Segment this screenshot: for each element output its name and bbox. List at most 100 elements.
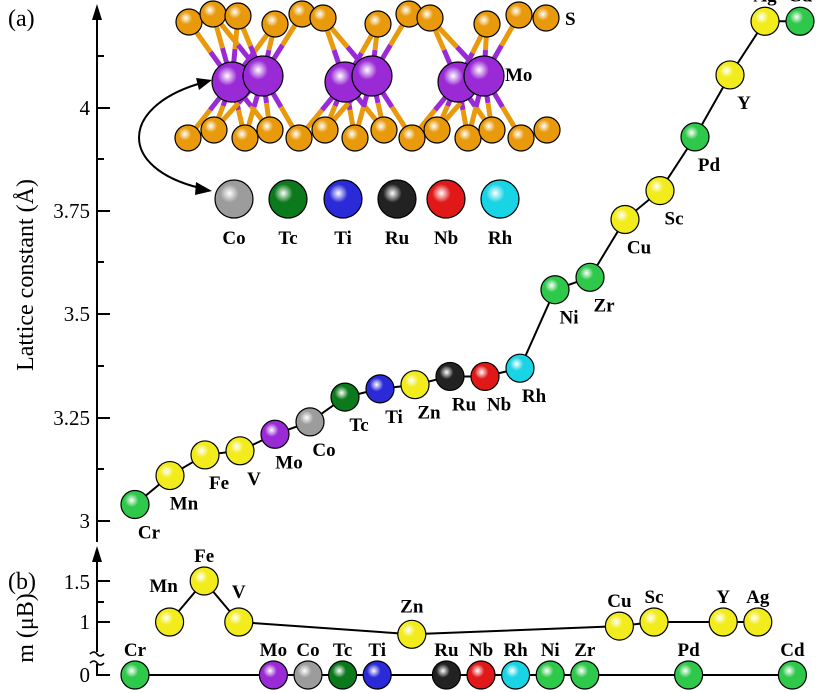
point-label-b-fe: Fe	[194, 546, 214, 567]
marker-b-sc	[639, 607, 669, 637]
point-label-b-cu: Cu	[607, 591, 632, 612]
dopant-tc	[268, 179, 308, 219]
point-label-a-zn: Zn	[417, 403, 441, 424]
marker-a-pd	[680, 122, 710, 152]
point-label-a-mo: Mo	[275, 452, 302, 473]
marker-a-mo	[260, 419, 290, 449]
point-label-b-co: Co	[296, 640, 319, 661]
ytick-a-2: 3.5	[64, 302, 90, 326]
structure-inset: S Mo Co Tc Ti Ru Nb Rh	[138, 0, 576, 249]
marker-b-ru	[431, 660, 461, 690]
point-label-a-ru: Ru	[452, 394, 477, 415]
marker-b-pd	[673, 660, 704, 690]
point-label-a-sc: Sc	[665, 209, 684, 230]
point-label-b-zr: Zr	[574, 640, 596, 661]
marker-a-sc	[645, 176, 675, 206]
inset-s-top-0	[175, 8, 203, 36]
inset-s-bottom-9	[423, 116, 451, 144]
panel-a-yticks: 3 3.25 3.5 3.75 4	[53, 96, 90, 533]
dopant-ru	[377, 179, 417, 219]
marker-a-nb	[470, 361, 500, 392]
marker-b-cu	[604, 611, 635, 641]
marker-a-tc	[330, 382, 360, 412]
inset-s-bottom-7	[370, 116, 398, 144]
inset-s-bottom-5	[311, 116, 339, 144]
point-label-a-co: Co	[312, 440, 335, 461]
panel-label-a: (a)	[8, 6, 35, 32]
point-label-a-fe: Fe	[209, 473, 229, 494]
point-label-a-ni: Ni	[560, 308, 579, 329]
point-label-a-tc: Tc	[349, 415, 368, 436]
dopant-nb	[426, 179, 466, 219]
point-label-b-ru: Ru	[434, 640, 459, 661]
inset-s-bottom-2	[231, 124, 259, 152]
marker-a-mn	[155, 460, 185, 491]
marker-b-v	[224, 607, 254, 637]
arrowhead-bottom-icon	[195, 182, 212, 195]
plot-a: Cr Mn Fe V Mo Co Tc Ti Zn Ru Nb Rh Ni Zr Cu Sc Pd Y Ag Cd	[120, 0, 815, 543]
point-label-a-cr: Cr	[138, 522, 161, 543]
dopant-label-tc: Tc	[278, 228, 297, 249]
ytick-a-3: 3.75	[53, 199, 90, 223]
marker-a-zn	[400, 370, 430, 400]
marker-a-cr	[120, 489, 150, 520]
marker-a-cu	[610, 204, 640, 235]
point-label-b-ti: Ti	[368, 640, 386, 661]
dopant-rh	[480, 179, 520, 219]
panel-b-axis	[89, 546, 110, 676]
y-axis-label-a: Lattice constant (Å)	[13, 179, 39, 371]
point-label-a-rh: Rh	[522, 386, 547, 407]
point-label-b-cr: Cr	[124, 640, 147, 661]
dopant-label-ti: Ti	[334, 228, 352, 249]
ytick-b-0: 0	[80, 663, 91, 687]
point-label-a-nb: Nb	[487, 394, 511, 415]
panel-label-b: (b)	[8, 569, 36, 595]
arrow-icon	[138, 83, 201, 189]
arrowhead-top-icon	[196, 78, 212, 90]
marker-b-ti	[362, 660, 392, 690]
ytick-b-2: 1.5	[64, 570, 90, 594]
inset-s-bottom-10	[454, 124, 482, 152]
inset-s-top-3	[261, 10, 289, 38]
marker-a-co	[295, 407, 325, 437]
point-label-b-ag: Ag	[746, 587, 770, 608]
inset-s-top-2	[224, 2, 252, 30]
inset-s-top-6	[364, 10, 392, 38]
marker-a-fe	[190, 440, 220, 470]
point-label-a-v: V	[247, 469, 261, 490]
point-label-b-v: V	[232, 582, 246, 603]
marker-b-cd	[777, 660, 808, 690]
point-label-a-pd: Pd	[698, 155, 721, 176]
ytick-a-1: 3.25	[53, 406, 90, 430]
point-label-a-cu: Cu	[627, 238, 652, 259]
inset-s-top-10	[505, 1, 533, 29]
point-label-b-tc: Tc	[333, 640, 352, 661]
inset-label-mo: Mo	[505, 65, 532, 86]
panel-b-yticks: 0 1 1.5	[64, 570, 90, 687]
inset-s-top-9	[473, 10, 501, 38]
marker-a-v	[225, 436, 255, 466]
point-label-b-sc: Sc	[645, 587, 664, 608]
dopant-co	[214, 179, 254, 219]
inset-s-bottom-0	[174, 124, 202, 152]
point-label-a-zr: Zr	[593, 295, 615, 316]
point-label-b-y: Y	[716, 587, 730, 608]
inset-s-bottom-13	[533, 116, 561, 144]
inset-s-bottom-12	[507, 124, 535, 152]
dopant-label-rh: Rh	[488, 228, 513, 249]
marker-a-y	[715, 60, 745, 90]
marker-a-rh	[505, 353, 535, 383]
ytick-b-1: 1	[80, 610, 91, 634]
dopant-label-ru: Ru	[385, 228, 410, 249]
series-line-b	[168, 579, 758, 636]
point-label-a-ti: Ti	[385, 407, 403, 428]
inset-s-bottom-6	[341, 124, 369, 152]
marker-b-y	[708, 607, 738, 637]
point-label-b-mo: Mo	[260, 640, 287, 661]
marker-b-ni	[535, 660, 565, 690]
dopant-label-co: Co	[222, 228, 245, 249]
marker-b-cr	[120, 660, 150, 690]
point-label-b-pd: Pd	[678, 640, 701, 661]
inset-s-top-1	[199, 0, 227, 28]
